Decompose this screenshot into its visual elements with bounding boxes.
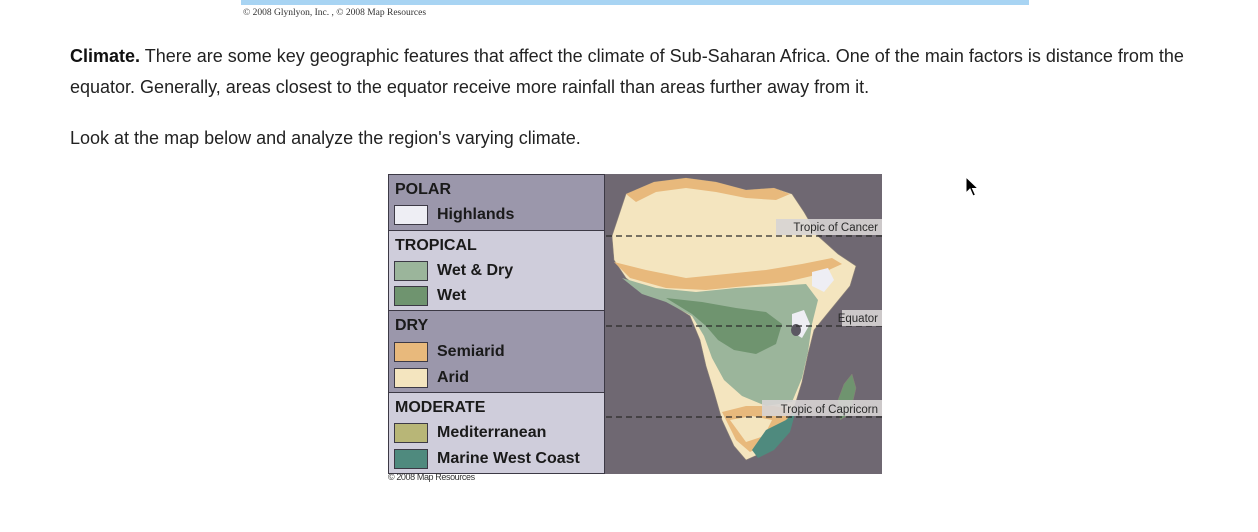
legend-heading-dry: DRY xyxy=(395,317,429,334)
legend-group-polar: POLAR Highlands xyxy=(388,174,605,231)
legend-label-wet-dry: Wet & Dry xyxy=(437,262,514,279)
instruction-paragraph: Look at the map below and analyze the re… xyxy=(70,128,581,148)
sahel-semiarid xyxy=(614,258,842,290)
legend-group-tropical: TROPICAL Wet & Dry Wet xyxy=(388,230,605,311)
legend-item-wet: Wet xyxy=(394,285,466,307)
legend-label-wet: Wet xyxy=(437,287,467,304)
legend-label-highlands: Highlands xyxy=(437,206,515,223)
legend-label-marine-west-coast: Marine West Coast xyxy=(437,450,580,467)
legend-heading-polar: POLAR xyxy=(395,181,451,198)
tropical-wet-zone xyxy=(666,298,782,354)
legend-swatch-mediterranean xyxy=(394,423,428,443)
north-coast-semiarid xyxy=(626,178,790,202)
legend-item-semiarid: Semiarid xyxy=(394,341,505,363)
tropical-wet-dry-zone xyxy=(622,278,818,406)
legend-swatch-wet xyxy=(394,286,428,306)
legend-label-arid: Arid xyxy=(437,369,469,386)
kalahari-arid xyxy=(730,416,772,442)
tropic-of-capricorn-label: Tropic of Capricorn xyxy=(781,404,878,416)
legend-group-dry: DRY Semiarid Arid xyxy=(388,310,605,393)
tropic-of-cancer-label: Tropic of Cancer xyxy=(793,222,878,234)
equator-label: Equator xyxy=(838,313,878,325)
mouse-cursor-icon xyxy=(965,176,979,197)
southeast-marine-west-coast xyxy=(752,410,796,458)
equator-label-bg xyxy=(842,310,882,326)
legend-heading-moderate: MODERATE xyxy=(395,399,486,416)
image-top-edge xyxy=(241,0,1029,5)
tropic-of-cancer-label-bg xyxy=(776,219,882,235)
legend-swatch-semiarid xyxy=(394,342,428,362)
legend-item-wet-dry: Wet & Dry xyxy=(394,260,513,282)
legend-swatch-wet-dry xyxy=(394,261,428,281)
legend-item-highlands: Highlands xyxy=(394,204,514,226)
legend-swatch-arid xyxy=(394,368,428,388)
climate-lead: Climate. xyxy=(70,46,141,66)
legend-swatch-highlands xyxy=(394,205,428,225)
legend-swatch-marine-west-coast xyxy=(394,449,428,469)
legend-item-marine-west-coast: Marine West Coast xyxy=(394,448,580,470)
climate-text: There are some key geographic features t… xyxy=(70,46,1184,97)
legend-item-arid: Arid xyxy=(394,367,469,389)
tropic-of-capricorn-label-bg xyxy=(762,400,882,416)
legend-label-mediterranean: Mediterranean xyxy=(437,424,547,441)
legend-heading-tropical: TROPICAL xyxy=(395,237,477,254)
africa-map: Tropic of Cancer Equator Tropic of Capri… xyxy=(606,174,882,474)
legend-group-moderate: MODERATE Mediterranean Marine West Coast xyxy=(388,392,605,474)
climate-legend: POLAR Highlands TROPICAL Wet & Dry Wet D… xyxy=(388,174,605,474)
legend-label-semiarid: Semiarid xyxy=(437,343,505,360)
map-credit: © 2008 Map Resources xyxy=(388,472,475,482)
lake-victoria xyxy=(791,324,801,336)
africa-climate-map-figure: POLAR Highlands TROPICAL Wet & Dry Wet D… xyxy=(388,174,882,474)
legend-item-mediterranean: Mediterranean xyxy=(394,422,546,444)
ethiopian-highlands xyxy=(812,268,834,292)
climate-paragraph: Climate. There are some key geographic f… xyxy=(70,41,1220,103)
image-credit: © 2008 Glynlyon, Inc. , © 2008 Map Resou… xyxy=(243,8,427,18)
